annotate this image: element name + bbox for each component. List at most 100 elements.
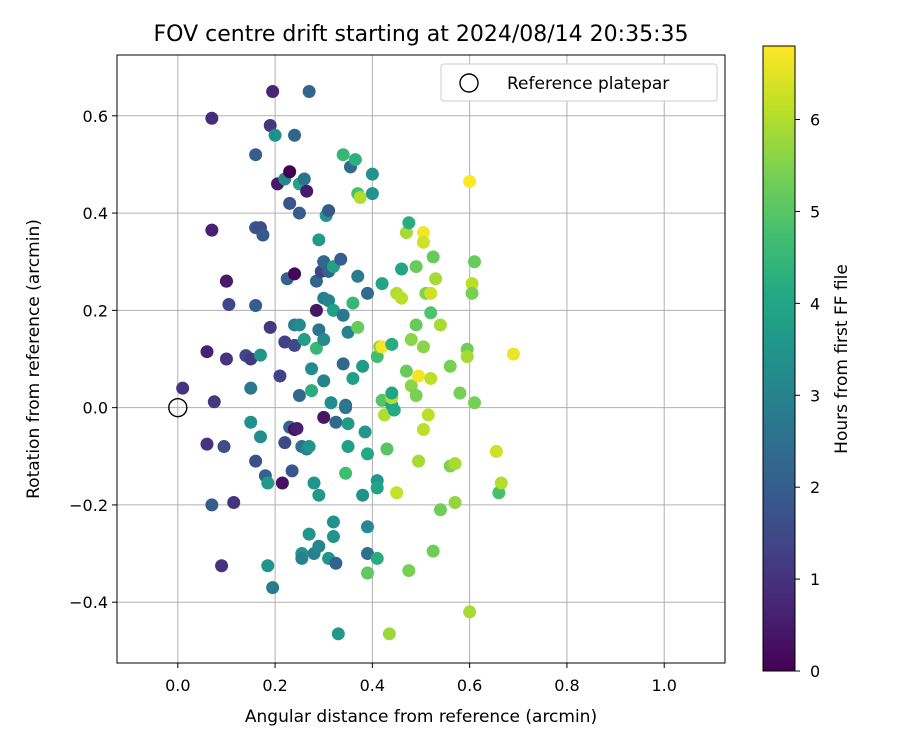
data-point (295, 551, 309, 565)
data-point (302, 527, 316, 541)
x-tick-label: 1.0 (651, 676, 676, 695)
data-point (424, 286, 438, 300)
data-point (395, 291, 409, 305)
y-tick-label: −0.4 (69, 593, 108, 612)
data-point (465, 277, 479, 291)
data-point (288, 267, 302, 281)
data-point (292, 318, 306, 332)
data-point (256, 228, 270, 242)
y-axis-ticks: −0.4 −0.2 0.0 0.2 0.4 0.6 (69, 107, 117, 612)
data-point (416, 235, 430, 249)
data-point (307, 476, 321, 490)
data-point (360, 547, 374, 561)
data-point (416, 340, 430, 354)
data-point (249, 454, 263, 468)
data-point (356, 359, 370, 373)
data-point (360, 447, 374, 461)
data-point (253, 430, 267, 444)
data-point (341, 417, 355, 431)
data-point (468, 255, 482, 269)
legend-entry-reference-platepar: Reference platepar (507, 74, 669, 94)
data-point (385, 337, 399, 351)
data-point (266, 84, 280, 98)
data-point (468, 396, 482, 410)
data-point (205, 498, 219, 512)
data-point (329, 415, 343, 429)
data-point (421, 408, 435, 422)
data-point (360, 520, 374, 534)
data-point (317, 255, 331, 269)
data-point (395, 262, 409, 276)
y-tick-label: 0.6 (83, 107, 108, 126)
data-point (506, 347, 520, 361)
data-point (433, 503, 447, 517)
data-point (302, 440, 316, 454)
data-point (317, 333, 331, 347)
data-point (263, 119, 277, 133)
data-point (334, 252, 348, 266)
colorbar-gradient (762, 45, 796, 672)
y-axis-label: Rotation from reference (arcmin) (24, 219, 44, 499)
data-point (409, 388, 423, 402)
colorbar-tick-label: 2 (810, 478, 820, 497)
data-point (263, 320, 277, 334)
plot-area (116, 54, 726, 664)
data-point (205, 223, 219, 237)
data-point (288, 128, 302, 142)
data-point (375, 393, 389, 407)
data-point (370, 350, 384, 364)
data-point (463, 605, 477, 619)
colorbar-tick-label: 3 (810, 386, 820, 405)
data-point (443, 359, 457, 373)
y-tick-label: 0.2 (83, 301, 108, 320)
data-point (207, 395, 221, 409)
data-point (370, 551, 384, 565)
data-point (312, 233, 326, 247)
colorbar-tick-label: 5 (810, 202, 820, 221)
colorbar-tick-label: 1 (810, 570, 820, 589)
data-point (346, 296, 360, 310)
data-point (309, 341, 323, 355)
data-point (297, 333, 311, 347)
data-point (356, 488, 370, 502)
data-point (266, 581, 280, 595)
data-point (317, 410, 331, 424)
data-point (292, 388, 306, 402)
data-point (348, 153, 362, 167)
legend: Reference platepar (440, 63, 718, 102)
data-point (217, 440, 231, 454)
data-point (244, 415, 258, 429)
data-point (261, 476, 275, 490)
data-point (309, 303, 323, 317)
data-point (302, 84, 316, 98)
scatter-points (176, 84, 520, 641)
data-point (227, 495, 241, 509)
data-point (339, 401, 353, 415)
data-point (283, 196, 297, 210)
data-point (448, 495, 462, 509)
data-point (249, 298, 263, 312)
data-point (322, 204, 336, 218)
data-point (494, 476, 508, 490)
x-tick-label: 0.4 (360, 676, 385, 695)
x-axis-ticks: 0.0 0.2 0.4 0.6 0.8 1.0 (165, 663, 677, 695)
data-point (336, 308, 350, 322)
data-point (215, 559, 229, 573)
x-tick-label: 0.8 (554, 676, 579, 695)
data-point (370, 481, 384, 495)
data-point (426, 544, 440, 558)
data-point (300, 184, 314, 198)
data-point (465, 286, 479, 300)
colorbar-tick-label: 0 (810, 662, 820, 681)
data-point (336, 357, 350, 371)
data-point (278, 436, 292, 450)
data-point (492, 486, 506, 500)
data-point (382, 627, 396, 641)
data-point (416, 226, 430, 240)
data-point (365, 187, 379, 201)
colorbar-label: Hours from first FF file (832, 264, 852, 454)
data-point (297, 172, 311, 186)
data-point (358, 425, 372, 439)
y-tick-label: −0.2 (69, 496, 108, 515)
